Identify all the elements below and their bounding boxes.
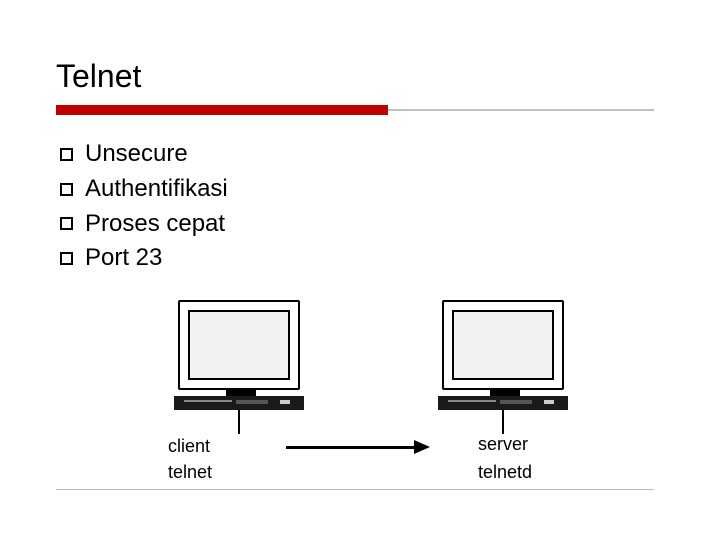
slide: Telnet Unsecure Authentifikasi Proses ce… bbox=[0, 0, 720, 540]
drive-slot-icon bbox=[500, 400, 532, 404]
square-bullet-icon bbox=[60, 148, 73, 161]
monitor-stand bbox=[226, 390, 256, 396]
page-title: Telnet bbox=[56, 58, 672, 95]
arrow-shaft bbox=[286, 446, 414, 449]
square-bullet-icon bbox=[60, 252, 73, 265]
bullet-text: Unsecure bbox=[85, 137, 188, 172]
title-underline-gray bbox=[388, 109, 654, 111]
screen-icon bbox=[452, 310, 554, 380]
bullet-list: Unsecure Authentifikasi Proses cepat Por… bbox=[60, 137, 672, 276]
bullet-text: Port 23 bbox=[85, 241, 162, 276]
square-bullet-icon bbox=[60, 217, 73, 230]
server-label: server bbox=[478, 434, 528, 455]
list-item: Port 23 bbox=[60, 241, 672, 276]
arrow-head-icon bbox=[414, 440, 430, 454]
monitor-icon bbox=[178, 300, 300, 390]
title-underline-red bbox=[56, 105, 388, 115]
footer-divider bbox=[56, 489, 654, 490]
client-connector-line bbox=[238, 410, 240, 434]
bullet-text: Authentifikasi bbox=[85, 172, 228, 207]
monitor-icon bbox=[442, 300, 564, 390]
square-bullet-icon bbox=[60, 183, 73, 196]
bullet-text: Proses cepat bbox=[85, 207, 225, 242]
monitor-stand bbox=[490, 390, 520, 396]
desktop-base-icon bbox=[174, 396, 304, 410]
server-computer-icon bbox=[442, 300, 568, 410]
arrow-icon bbox=[286, 440, 430, 454]
desktop-base-icon bbox=[438, 396, 568, 410]
server-program-label: telnetd bbox=[478, 462, 532, 483]
title-underline bbox=[56, 105, 654, 115]
list-item: Authentifikasi bbox=[60, 172, 672, 207]
screen-icon bbox=[188, 310, 290, 380]
client-program-label: telnet bbox=[168, 462, 212, 483]
drive-slot-icon bbox=[236, 400, 268, 404]
list-item: Proses cepat bbox=[60, 207, 672, 242]
client-label: client bbox=[168, 436, 210, 457]
list-item: Unsecure bbox=[60, 137, 672, 172]
client-computer-icon bbox=[178, 300, 304, 410]
server-connector-line bbox=[502, 410, 504, 434]
